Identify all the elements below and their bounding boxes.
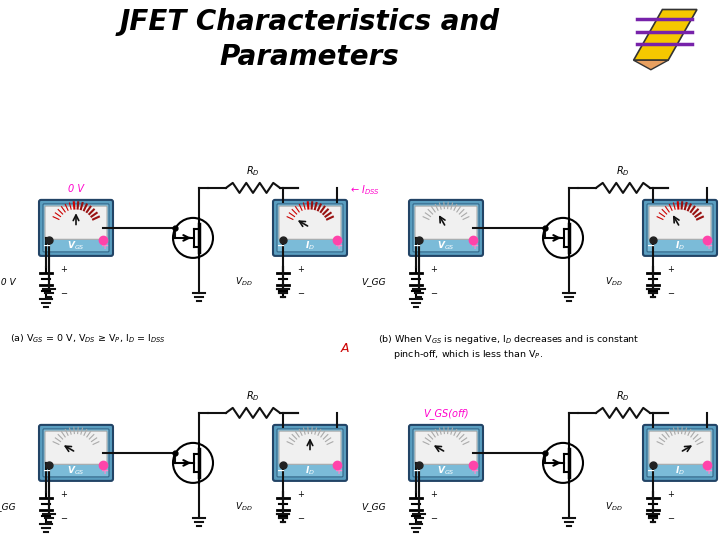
Text: −: − bbox=[413, 466, 421, 476]
Text: A: A bbox=[341, 342, 349, 355]
Text: V$_{DD}$: V$_{DD}$ bbox=[606, 501, 623, 513]
Text: +: + bbox=[297, 490, 304, 500]
Text: V$_{GS}$: V$_{GS}$ bbox=[437, 465, 455, 477]
Text: +: + bbox=[101, 241, 109, 251]
Text: V$_{GS}$: V$_{GS}$ bbox=[437, 240, 455, 252]
Text: +: + bbox=[297, 265, 304, 274]
Text: −: − bbox=[413, 241, 421, 251]
FancyBboxPatch shape bbox=[39, 200, 113, 256]
FancyBboxPatch shape bbox=[273, 200, 347, 256]
Text: JFET Characteristics and: JFET Characteristics and bbox=[120, 8, 500, 36]
Text: ← I$_{DSS}$: ← I$_{DSS}$ bbox=[350, 183, 380, 197]
Text: R$_D$: R$_D$ bbox=[246, 389, 260, 403]
Text: −: − bbox=[60, 289, 67, 299]
Text: −: − bbox=[667, 289, 674, 299]
FancyBboxPatch shape bbox=[647, 429, 713, 477]
Text: (b) When V$_{GS}$ is negative, I$_D$ decreases and is constant
     pinch-off, w: (b) When V$_{GS}$ is negative, I$_D$ dec… bbox=[378, 333, 639, 361]
Text: R$_D$: R$_D$ bbox=[616, 389, 630, 403]
Text: −: − bbox=[277, 241, 285, 251]
Text: V_GG: V_GG bbox=[0, 502, 16, 511]
Text: 0 V: 0 V bbox=[68, 184, 84, 194]
Text: I$_D$: I$_D$ bbox=[675, 240, 685, 252]
Text: +: + bbox=[335, 466, 343, 476]
FancyBboxPatch shape bbox=[43, 204, 109, 252]
Polygon shape bbox=[634, 60, 668, 70]
Text: +: + bbox=[335, 241, 343, 251]
Text: +: + bbox=[430, 490, 437, 500]
Text: −: − bbox=[43, 241, 51, 251]
FancyBboxPatch shape bbox=[409, 200, 483, 256]
Text: V_GG: V_GG bbox=[361, 278, 386, 286]
FancyBboxPatch shape bbox=[409, 425, 483, 481]
FancyBboxPatch shape bbox=[415, 431, 477, 464]
FancyBboxPatch shape bbox=[277, 429, 343, 477]
Text: V$_{GS}$: V$_{GS}$ bbox=[67, 465, 85, 477]
FancyBboxPatch shape bbox=[413, 204, 479, 252]
Text: +: + bbox=[430, 265, 437, 274]
Text: I$_D$: I$_D$ bbox=[305, 465, 315, 477]
Text: −: − bbox=[430, 289, 437, 299]
Text: −: − bbox=[667, 515, 674, 523]
Text: +: + bbox=[471, 466, 479, 476]
Text: R$_D$: R$_D$ bbox=[246, 164, 260, 178]
FancyBboxPatch shape bbox=[279, 431, 341, 464]
Text: −: − bbox=[277, 466, 285, 476]
FancyBboxPatch shape bbox=[415, 206, 477, 239]
Text: V$_{DD}$: V$_{DD}$ bbox=[235, 275, 253, 288]
Text: +: + bbox=[101, 466, 109, 476]
FancyBboxPatch shape bbox=[43, 429, 109, 477]
FancyBboxPatch shape bbox=[643, 425, 717, 481]
FancyBboxPatch shape bbox=[273, 425, 347, 481]
FancyBboxPatch shape bbox=[649, 206, 711, 239]
Text: I$_D$: I$_D$ bbox=[675, 465, 685, 477]
Text: +: + bbox=[705, 241, 713, 251]
Text: V$_{DD}$: V$_{DD}$ bbox=[606, 275, 623, 288]
FancyBboxPatch shape bbox=[45, 206, 107, 239]
Text: V_GS(off): V_GS(off) bbox=[423, 408, 469, 419]
FancyBboxPatch shape bbox=[643, 200, 717, 256]
FancyBboxPatch shape bbox=[649, 431, 711, 464]
Text: (a) V$_{GS}$ = 0 V, V$_{DS}$ ≥ V$_P$, I$_D$ = I$_{DSS}$: (a) V$_{GS}$ = 0 V, V$_{DS}$ ≥ V$_P$, I$… bbox=[10, 333, 166, 346]
Text: V$_{DD}$: V$_{DD}$ bbox=[235, 501, 253, 513]
Text: −: − bbox=[647, 241, 655, 251]
Text: V_GG = 0 V: V_GG = 0 V bbox=[0, 278, 16, 286]
FancyBboxPatch shape bbox=[39, 425, 113, 481]
Text: −: − bbox=[647, 466, 655, 476]
FancyBboxPatch shape bbox=[413, 429, 479, 477]
Polygon shape bbox=[634, 10, 697, 60]
FancyBboxPatch shape bbox=[45, 431, 107, 464]
Text: +: + bbox=[667, 265, 674, 274]
Text: +: + bbox=[60, 490, 67, 500]
Text: −: − bbox=[297, 515, 304, 523]
FancyBboxPatch shape bbox=[277, 204, 343, 252]
Text: −: − bbox=[43, 466, 51, 476]
Text: Parameters: Parameters bbox=[220, 43, 400, 71]
Text: −: − bbox=[430, 515, 437, 523]
Text: −: − bbox=[297, 289, 304, 299]
Text: +: + bbox=[471, 241, 479, 251]
Text: −: − bbox=[60, 515, 67, 523]
Text: +: + bbox=[60, 265, 67, 274]
Text: R$_D$: R$_D$ bbox=[616, 164, 630, 178]
Text: +: + bbox=[705, 466, 713, 476]
Text: +: + bbox=[667, 490, 674, 500]
Text: I$_D$: I$_D$ bbox=[305, 240, 315, 252]
FancyBboxPatch shape bbox=[279, 206, 341, 239]
Text: V$_{GS}$: V$_{GS}$ bbox=[67, 240, 85, 252]
FancyBboxPatch shape bbox=[647, 204, 713, 252]
Text: V_GG: V_GG bbox=[361, 502, 386, 511]
